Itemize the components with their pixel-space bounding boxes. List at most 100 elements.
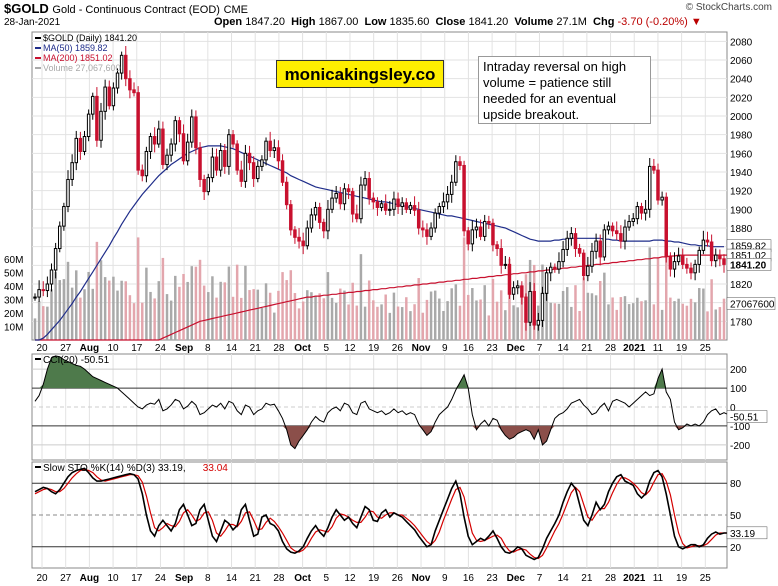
volume-bar <box>714 309 717 340</box>
volume-bar <box>120 280 123 340</box>
x-tick-label: 19 <box>368 343 380 354</box>
candle-body <box>346 188 351 193</box>
candle-body <box>313 206 318 216</box>
candle-body <box>396 198 400 208</box>
volume-bar <box>207 292 210 340</box>
x-tick-label-bottom: 26 <box>392 573 404 584</box>
ma50-line <box>35 145 724 341</box>
volume-bar <box>570 306 573 340</box>
candle-body <box>619 233 623 242</box>
volume-bar <box>70 287 74 340</box>
volume-bar <box>330 297 334 340</box>
open-value: 1847.20 <box>245 16 285 28</box>
candle-body <box>544 272 549 294</box>
volume-bar <box>553 303 557 340</box>
volume-bar <box>557 303 561 340</box>
x-tick-label-bottom: 21 <box>581 573 593 584</box>
volume-bar <box>161 257 165 340</box>
candle-body <box>606 225 611 231</box>
volume-bar <box>512 305 515 340</box>
watermark[interactable]: © StockCharts.com <box>685 2 772 13</box>
candle-body <box>309 214 314 229</box>
x-tick-label-bottom: 5 <box>323 573 329 584</box>
x-tick-label-bottom: 14 <box>558 573 570 584</box>
stoch-legend: 33.04 <box>203 463 228 474</box>
volume-bar <box>50 289 53 340</box>
volume-bar <box>631 303 635 340</box>
candle-body <box>553 266 557 270</box>
sto-tick-label: 50 <box>730 511 742 522</box>
y-tick-label: 2000 <box>730 112 753 123</box>
volume-bar <box>479 299 482 340</box>
y-tick-label: 2080 <box>730 37 753 48</box>
candle-body <box>66 178 70 208</box>
candle-body <box>458 161 462 166</box>
candle-body <box>602 229 607 258</box>
candle-body <box>672 261 677 270</box>
volume-bar <box>681 303 684 340</box>
volume-bar <box>37 301 41 340</box>
volume-bar <box>499 290 503 340</box>
candle-body <box>165 154 169 166</box>
volume-bar <box>433 290 437 340</box>
volume-bar <box>83 289 86 340</box>
cci-tick-label: 200 <box>730 365 747 376</box>
volume-bar <box>578 310 581 340</box>
candle-body <box>623 226 627 242</box>
candle-body <box>676 255 681 263</box>
volume-bar <box>79 297 82 340</box>
x-tick-label: 9 <box>442 343 448 354</box>
volume-bar <box>153 298 156 340</box>
candle-body <box>124 54 128 80</box>
candle-body <box>594 240 598 252</box>
volume-bar <box>252 289 255 340</box>
volume-bar <box>409 311 412 340</box>
volume-bar <box>289 270 293 340</box>
volume-bar <box>442 310 445 340</box>
chg-value: -3.70 (-0.20%) <box>617 16 688 28</box>
volume-bar <box>42 306 45 340</box>
volume-bar <box>619 297 623 340</box>
volume-bar <box>124 281 128 340</box>
candle-body <box>412 205 417 211</box>
candle-body <box>202 178 206 193</box>
candle-body <box>487 220 491 224</box>
candle-body <box>243 152 248 182</box>
volume-bar <box>334 302 338 340</box>
candle-body <box>693 263 697 274</box>
candle-body <box>635 206 640 220</box>
candle-body <box>86 113 91 138</box>
volume-tick-label: 20M <box>4 309 23 320</box>
candle-body <box>33 296 37 299</box>
candle-body <box>210 156 215 179</box>
candle-body <box>355 213 359 220</box>
volume-bar <box>706 311 709 340</box>
candle-body <box>697 249 701 265</box>
candle-body <box>660 196 664 201</box>
volume-bar <box>438 298 441 340</box>
candle-body <box>408 205 413 210</box>
candle-body <box>231 134 235 145</box>
candle-body <box>429 227 433 237</box>
volume-bar <box>698 288 701 340</box>
volume-bar <box>351 282 354 340</box>
volume-bar <box>413 304 416 340</box>
volume-bar <box>165 294 169 340</box>
volume-bar <box>660 309 664 340</box>
volume-bar <box>376 306 379 340</box>
candle-body <box>470 229 475 245</box>
y-tick-label: 2040 <box>730 75 753 86</box>
volume-bar <box>186 281 189 340</box>
candle-body <box>136 92 140 171</box>
open-label: Open <box>214 16 243 28</box>
volume-bar <box>231 296 235 340</box>
candle-body <box>185 141 190 162</box>
candle-body <box>206 177 211 193</box>
y-tick-label: 2060 <box>730 56 753 67</box>
candle-body <box>709 241 714 262</box>
low-label: Low <box>364 16 387 28</box>
volume-bar <box>396 306 400 340</box>
volume-bar <box>219 281 222 340</box>
candle-body <box>681 255 685 265</box>
volume-bar <box>454 284 458 340</box>
